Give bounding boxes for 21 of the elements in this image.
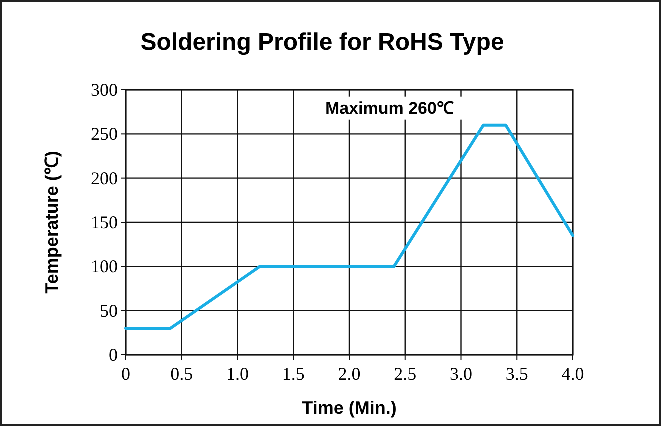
x-tick-label: 1.5 (282, 364, 305, 384)
y-axis-title: Temperature (℃) (42, 151, 62, 294)
y-tick-label: 150 (91, 212, 118, 232)
chart-title: Soldering Profile for RoHS Type (140, 29, 504, 56)
y-tick-label: 0 (109, 345, 118, 365)
annotation: Maximum 260℃ (325, 98, 454, 118)
x-tick-label: 2.5 (394, 364, 417, 384)
x-axis-title: Time (Min.) (302, 398, 397, 418)
y-tick-label: 200 (91, 168, 118, 188)
x-tick-label: 1.0 (226, 364, 249, 384)
y-tick-label: 250 (91, 124, 118, 144)
y-tick-label: 100 (91, 256, 118, 277)
x-tick-label: 0.5 (170, 364, 194, 384)
x-tick-label: 3.0 (450, 364, 472, 384)
x-tick-label: 3.5 (506, 364, 528, 384)
y-tick-label: 50 (100, 300, 118, 321)
x-tick-label: 0 (122, 364, 130, 384)
x-tick-label: 4.0 (562, 364, 584, 384)
line-series (124, 124, 574, 330)
y-tick-label: 300 (91, 80, 118, 100)
x-tick-label: 2.0 (338, 364, 361, 384)
